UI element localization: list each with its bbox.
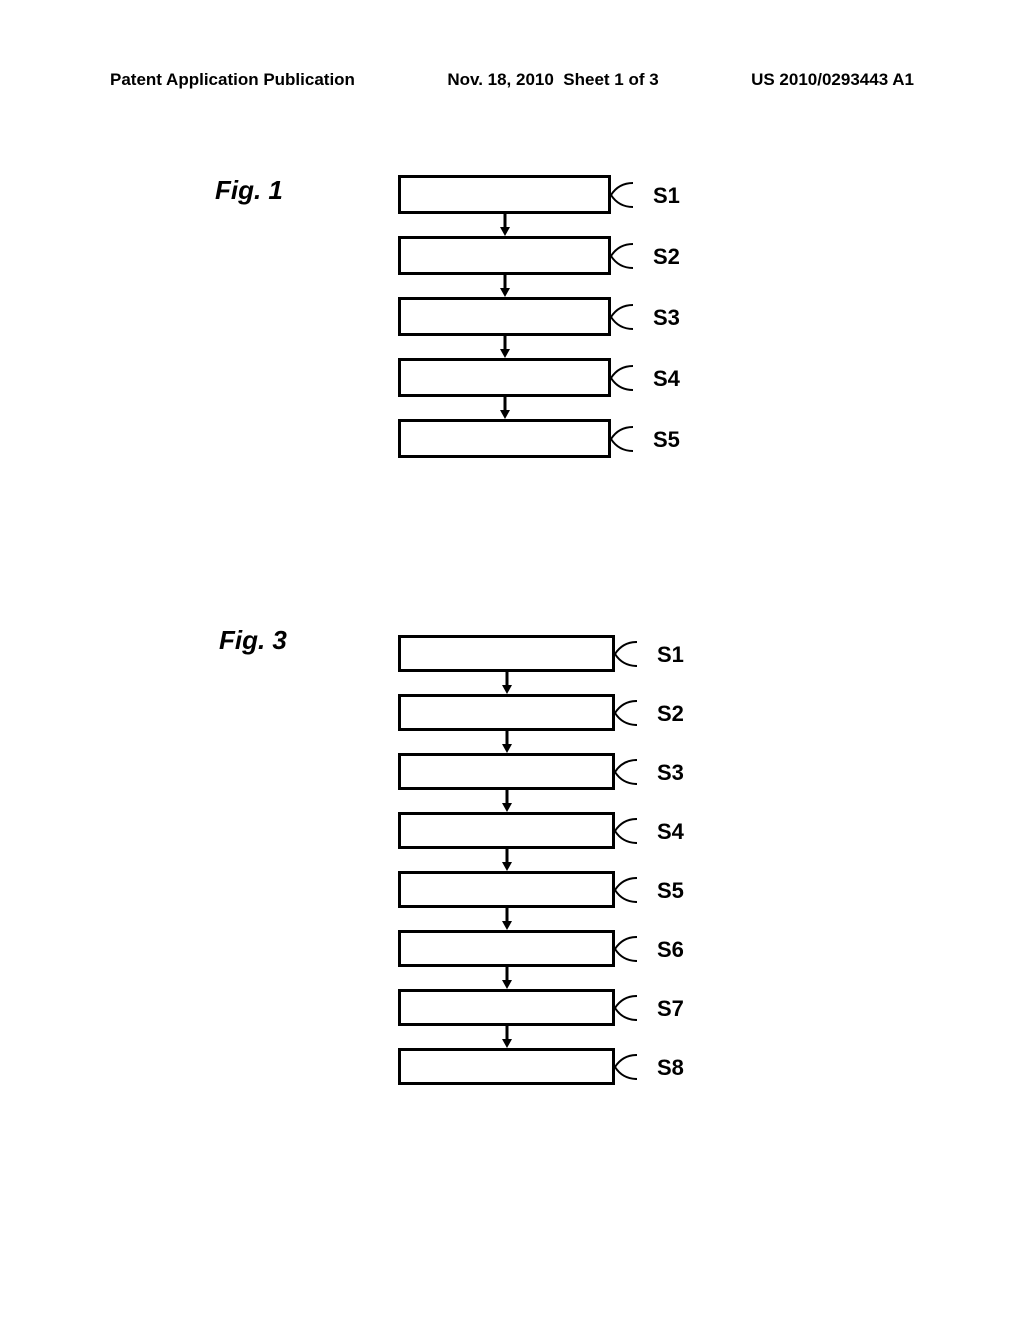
flow-step-box [398, 175, 611, 214]
flow-step-box [398, 1048, 615, 1085]
label-connector [615, 1053, 637, 1067]
flow-step-box [398, 812, 615, 849]
flow-arrow [498, 397, 512, 419]
step-label: S2 [657, 701, 684, 727]
flow-step-box [398, 694, 615, 731]
label-connector [611, 242, 633, 256]
flow-arrow [498, 336, 512, 358]
step-label: S1 [657, 642, 684, 668]
label-connector [611, 425, 633, 439]
publication-date-sheet: Nov. 18, 2010 Sheet 1 of 3 [447, 70, 658, 90]
step-label: S3 [657, 760, 684, 786]
figure-label: Fig. 1 [215, 175, 283, 206]
flow-step-box [398, 635, 615, 672]
flow-arrow [498, 275, 512, 297]
step-label: S1 [653, 183, 680, 209]
label-connector [615, 758, 637, 772]
flow-arrow [500, 790, 514, 812]
label-connector [611, 364, 633, 378]
publication-number: US 2010/0293443 A1 [751, 70, 914, 90]
flow-arrow [500, 672, 514, 694]
flow-step-box [398, 419, 611, 458]
flow-step-box [398, 930, 615, 967]
step-label: S6 [657, 937, 684, 963]
label-connector [611, 181, 633, 195]
page-header: Patent Application Publication Nov. 18, … [0, 70, 1024, 90]
step-label: S3 [653, 305, 680, 331]
label-connector [615, 699, 637, 713]
flow-arrow [500, 1026, 514, 1048]
label-connector [615, 876, 637, 890]
step-label: S2 [653, 244, 680, 270]
step-label: S4 [657, 819, 684, 845]
flow-step-box [398, 297, 611, 336]
label-connector [615, 994, 637, 1008]
flow-arrow [500, 967, 514, 989]
step-label: S7 [657, 996, 684, 1022]
flow-step-box [398, 358, 611, 397]
step-label: S5 [657, 878, 684, 904]
flow-arrow [500, 849, 514, 871]
flow-arrow [498, 214, 512, 236]
publication-type: Patent Application Publication [110, 70, 355, 90]
flow-step-box [398, 236, 611, 275]
flow-arrow [500, 908, 514, 930]
flow-step-box [398, 989, 615, 1026]
step-label: S4 [653, 366, 680, 392]
flow-step-box [398, 753, 615, 790]
step-label: S8 [657, 1055, 684, 1081]
figure-label: Fig. 3 [219, 625, 287, 656]
label-connector [615, 817, 637, 831]
flow-step-box [398, 871, 615, 908]
flow-arrow [500, 731, 514, 753]
label-connector [611, 303, 633, 317]
label-connector [615, 640, 637, 654]
label-connector [615, 935, 637, 949]
step-label: S5 [653, 427, 680, 453]
